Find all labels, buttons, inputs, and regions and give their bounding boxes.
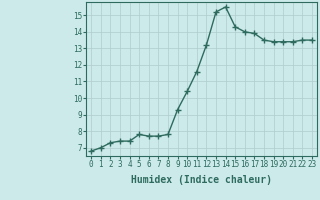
X-axis label: Humidex (Indice chaleur): Humidex (Indice chaleur): [131, 175, 272, 185]
